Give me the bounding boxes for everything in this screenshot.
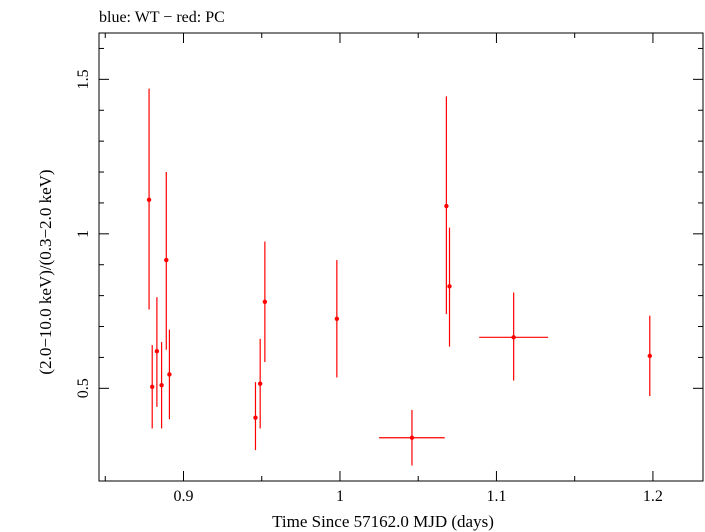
x-tick-label: 0.9 [173,488,193,505]
axis-ticks [99,33,703,481]
x-tick-label: 1.1 [486,488,506,505]
data-point [164,172,169,350]
plot-frame [98,32,704,482]
x-axis-label: Time Since 57162.0 MJD (days) [272,512,494,531]
point-marker [262,299,268,304]
point-marker [154,349,160,354]
point-marker [447,284,452,289]
point-marker [511,335,516,340]
point-marker [167,372,172,377]
data-point [444,96,449,315]
y-tick-label: 1.5 [75,69,92,89]
point-marker [150,384,155,389]
point-marker [334,316,340,321]
point-marker [159,383,164,388]
data-point [253,382,258,451]
data-point [447,227,452,347]
data-point [167,329,172,420]
data-point [257,338,263,429]
data-point [146,88,152,310]
x-tick-label: 1.2 [643,488,663,505]
point-marker [647,353,652,359]
data-point [479,292,549,381]
point-marker [257,381,263,386]
x-tick-label: 1 [336,488,344,505]
data-point [154,297,160,407]
data-point [379,409,445,466]
data-point [159,341,164,429]
chart-title: blue: WT − red: PC [99,9,225,26]
data-points [146,88,652,466]
data-point [334,260,340,378]
point-marker [146,197,152,203]
data-point [150,345,155,429]
axis-tick-labels: 0.9 1 1.1 1.2 0.5 1 1.5 [75,69,663,505]
point-marker [409,435,415,440]
data-point [262,241,268,363]
y-axis-label: (2.0−10.0 keV)/(0.3−2.0 keV) [36,169,55,374]
point-marker [253,415,258,420]
data-point [647,315,652,397]
point-marker [164,257,169,263]
y-tick-label: 1 [75,230,92,238]
y-tick-label: 0.5 [75,378,92,398]
point-marker [444,203,449,209]
